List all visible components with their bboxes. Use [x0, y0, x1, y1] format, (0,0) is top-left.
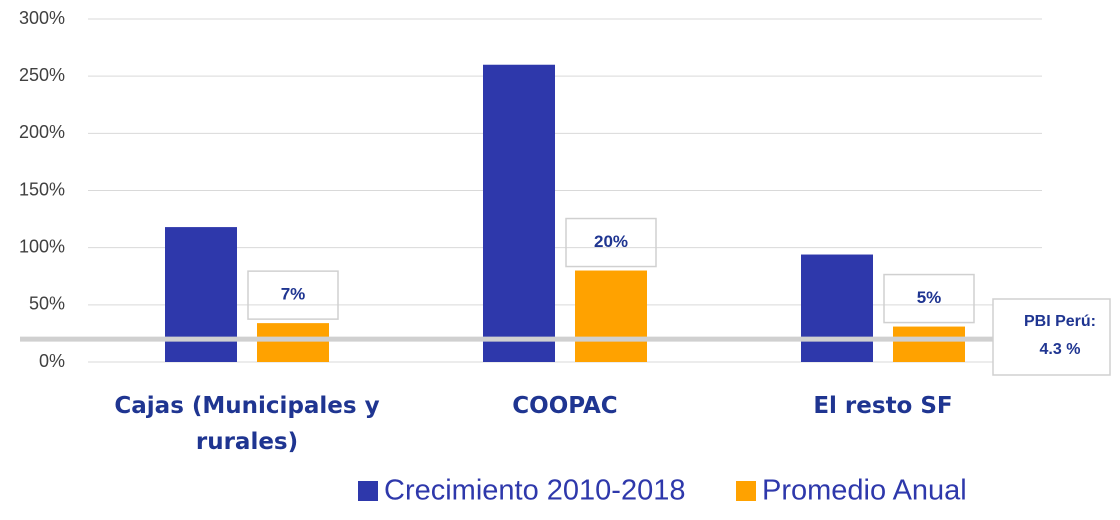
legend-swatch	[736, 481, 756, 501]
y-tick-label: 0%	[39, 351, 65, 371]
bar	[893, 326, 965, 362]
y-tick-label: 100%	[19, 236, 65, 256]
annotation: 5%	[917, 288, 942, 307]
legend-swatch	[358, 481, 378, 501]
bar	[483, 64, 555, 362]
bar	[257, 323, 329, 362]
y-tick-label: 50%	[29, 294, 65, 314]
annotation: 20%	[594, 232, 628, 251]
bar	[575, 270, 647, 362]
reference-box	[992, 298, 1111, 376]
y-tick-label: 200%	[19, 122, 65, 142]
x-tick-label: Cajas (Municipales y rurales)	[114, 393, 380, 455]
annotation: 7%	[281, 285, 306, 304]
reference-label: 4.3 %	[1040, 341, 1081, 358]
reference-label: PBI Perú:	[1024, 313, 1096, 330]
bar	[801, 254, 873, 362]
x-tick-label: El resto SF	[813, 393, 953, 419]
legend-label: Promedio Anual	[762, 475, 967, 507]
x-tick-label: COOPAC	[512, 393, 618, 419]
y-tick-label: 150%	[19, 179, 65, 199]
y-tick-label: 300%	[19, 8, 65, 28]
bar	[165, 227, 237, 362]
y-tick-label: 250%	[19, 65, 65, 85]
legend-label: Crecimiento 2010-2018	[384, 475, 685, 507]
annotation-box	[247, 270, 339, 320]
annotation-box	[883, 273, 975, 324]
annotation-box	[565, 217, 657, 268]
